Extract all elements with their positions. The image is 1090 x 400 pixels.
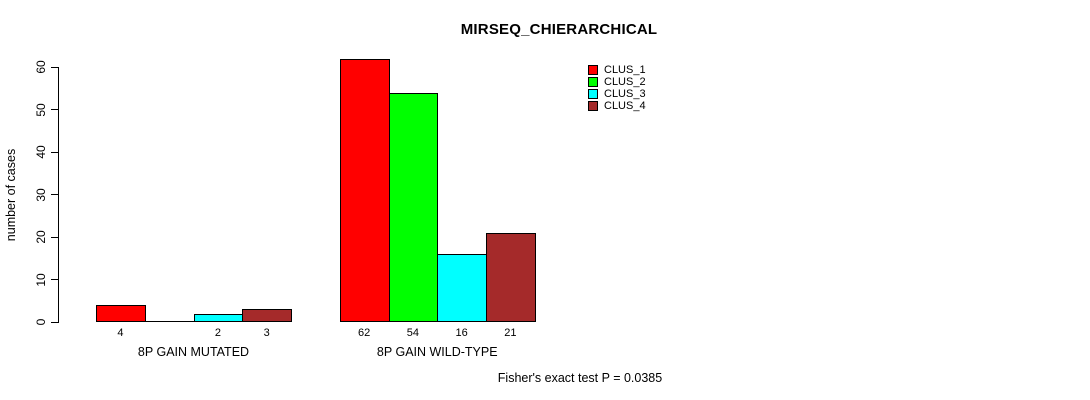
bar-clus-4-group-2 bbox=[486, 232, 536, 322]
y-tick-label-60: 60 bbox=[34, 60, 48, 74]
legend-label-clus-2: CLUS_2 bbox=[604, 76, 646, 88]
bar-clus-3-group-1 bbox=[193, 313, 244, 322]
y-tick-label-0: 0 bbox=[34, 318, 48, 326]
bar-value-label-clus-1-group-1: 4 bbox=[117, 327, 124, 339]
bar-value-label-clus-4-group-1: 3 bbox=[263, 327, 270, 339]
y-tick-mark-20 bbox=[51, 236, 58, 238]
group-label-1: 8P GAIN MUTATED bbox=[137, 345, 250, 359]
legend-swatch-clus-1 bbox=[588, 65, 598, 75]
y-tick-mark-50 bbox=[51, 109, 58, 110]
chart-title: MIRSEQ_CHIERARCHICAL bbox=[460, 21, 658, 38]
bar-value-label-clus-3-group-1: 2 bbox=[214, 327, 221, 339]
legend: CLUS_1 CLUS_2 CLUS_3 CLUS_4 bbox=[588, 64, 646, 112]
bar-value-label-clus-2-group-2: 54 bbox=[406, 327, 419, 339]
legend-label-clus-3: CLUS_3 bbox=[604, 88, 646, 100]
legend-swatch-clus-4 bbox=[588, 101, 598, 111]
legend-label-clus-4: CLUS_4 bbox=[604, 100, 646, 112]
y-axis-label: number of cases bbox=[4, 148, 18, 242]
y-tick-label-40: 40 bbox=[34, 145, 48, 159]
legend-swatch-clus-3 bbox=[588, 89, 598, 99]
legend-swatch-clus-2 bbox=[588, 77, 598, 87]
y-tick-mark-0 bbox=[51, 321, 58, 323]
bar-value-label-clus-1-group-2: 62 bbox=[358, 327, 371, 339]
y-axis-line bbox=[58, 67, 59, 323]
y-tick-label-10: 10 bbox=[34, 272, 48, 287]
bar-clus-2-group-2 bbox=[388, 92, 439, 322]
legend-row-clus-2: CLUS_2 bbox=[588, 76, 646, 88]
bar-clus-1-group-2 bbox=[339, 58, 390, 322]
bar-value-label-clus-4-group-2: 21 bbox=[504, 327, 517, 339]
bar-clus-4-group-1 bbox=[242, 309, 292, 322]
bar-clus-1-group-1 bbox=[96, 305, 146, 322]
bar-clus-2-group-1-zero bbox=[144, 321, 195, 322]
legend-row-clus-1: CLUS_1 bbox=[588, 64, 646, 76]
y-tick-mark-10 bbox=[51, 279, 58, 280]
group-label-2: 8P GAIN WILD-TYPE bbox=[376, 345, 498, 359]
bar-clus-3-group-2 bbox=[437, 254, 487, 322]
y-tick-label-50: 50 bbox=[34, 102, 48, 117]
legend-label-clus-1: CLUS_1 bbox=[604, 64, 646, 76]
fisher-test-annotation: Fisher's exact test P = 0.0385 bbox=[497, 371, 663, 385]
y-tick-label-30: 30 bbox=[34, 187, 48, 202]
legend-row-clus-4: CLUS_4 bbox=[588, 100, 646, 112]
y-tick-mark-60 bbox=[51, 66, 58, 68]
legend-row-clus-3: CLUS_3 bbox=[588, 88, 646, 100]
y-tick-mark-40 bbox=[51, 151, 58, 153]
bar-value-label-clus-3-group-2: 16 bbox=[455, 327, 468, 339]
y-tick-label-20: 20 bbox=[34, 230, 48, 244]
y-tick-mark-30 bbox=[51, 194, 58, 195]
